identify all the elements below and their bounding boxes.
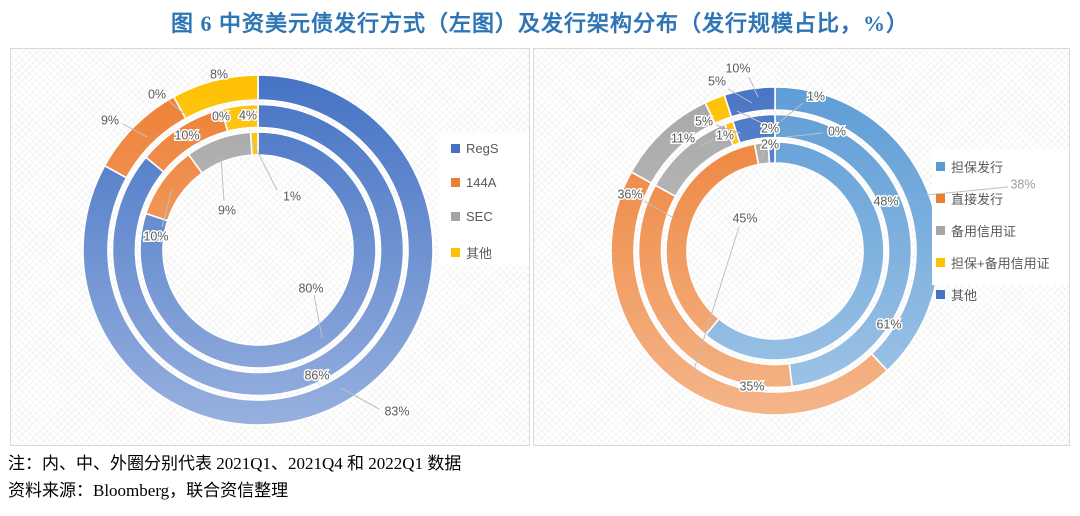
- right-chart-legend: 担保发行 直接发行 备用信用证 担保+备用信用证 其他: [936, 157, 1050, 304]
- data-label-2021Q1-担保发行: 61%: [876, 317, 901, 331]
- legend-label: 直接发行: [951, 192, 1004, 207]
- note-source: 资料来源：Bloomberg，联合资信整理: [8, 481, 289, 500]
- data-label-2021Q4-SEC: 0%: [212, 109, 230, 123]
- label-leader-line: [727, 88, 753, 104]
- label-leader-line: [161, 188, 173, 228]
- data-label-2021Q4-直接发行: 35%: [739, 379, 764, 393]
- data-label-2021Q4-担保+备用信用证: 1%: [716, 128, 734, 142]
- legend-item-guaranteed: 担保发行: [936, 157, 1050, 176]
- data-label-2021Q1-RegS: 80%: [298, 281, 323, 295]
- data-label-2021Q4-其他: 5%: [695, 114, 713, 128]
- data-label-2021Q4-144A: 10%: [174, 128, 199, 142]
- data-label-2021Q1-备用信用证: 2%: [761, 137, 779, 151]
- legend-swatch: [936, 162, 945, 171]
- label-leader-line: [760, 151, 765, 160]
- label-leader-line: [785, 132, 824, 138]
- legend-swatch: [451, 212, 460, 221]
- data-label-2022Q1-担保+备用信用证: 2%: [761, 121, 779, 135]
- data-label-2021Q1-直接发行: 36%: [617, 187, 642, 201]
- data-label-2021Q1-其他: 1%: [807, 89, 825, 103]
- label-leader-line: [340, 387, 380, 410]
- data-label-2021Q1-其他: 1%: [283, 189, 301, 203]
- legend-label: 其他: [951, 288, 978, 303]
- data-label-2021Q4-其他: 4%: [239, 108, 257, 122]
- label-leader-line: [780, 102, 804, 122]
- left-chart-legend: RegS 144A SEC 其他: [451, 141, 499, 262]
- label-leader-line: [122, 123, 148, 138]
- label-leader-line: [168, 100, 184, 114]
- legend-item-regs: RegS: [451, 141, 499, 156]
- donut-segment-2021Q4-RegS: [111, 103, 405, 397]
- legend-label: 备用信用证: [951, 224, 1017, 239]
- donut-segment-2021Q4-其他: [731, 113, 776, 145]
- donut-segment-2021Q1-其他: [249, 131, 259, 157]
- legend-item-direct: 直接发行: [936, 189, 1050, 208]
- data-label-2022Q1-其他: 5%: [708, 74, 726, 88]
- legend-item-other: 其他: [936, 285, 1050, 304]
- label-leader-line: [313, 294, 323, 339]
- legend-item-144a: 144A: [451, 175, 499, 190]
- donut-segment-2021Q4-其他: [220, 103, 259, 133]
- legend-label: 担保发行: [951, 160, 1004, 175]
- data-label-2021Q1-144A: 10%: [143, 229, 168, 243]
- legend-swatch: [451, 144, 460, 153]
- donut-chart-issuance-structure: 61%36%2%0%1%48%35%11% 1%5%38%45%10%2%5%: [610, 60, 1069, 416]
- legend-swatch: [451, 248, 460, 257]
- legend-item-other: 其他: [451, 243, 499, 262]
- legend-label: 担保+备用信用证: [951, 256, 1050, 271]
- data-label-2022Q1-SEC: 0%: [148, 87, 166, 101]
- legend-swatch: [451, 178, 460, 187]
- legend-label: 其他: [466, 246, 493, 261]
- legend-backdrop: [439, 133, 529, 265]
- label-leader-line: [736, 110, 763, 124]
- donut-segment-2021Q1-RegS: [139, 131, 377, 369]
- donut-segment-2022Q1-RegS: [82, 74, 434, 426]
- label-leader-line: [925, 186, 1009, 196]
- label-leader-line: [692, 226, 740, 374]
- legend-item-sblc: 备用信用证: [936, 221, 1050, 240]
- donut-segment-2021Q1-担保发行: [704, 141, 885, 361]
- donut-segment-2022Q1-其他: [172, 74, 259, 120]
- label-leader-line: [643, 200, 673, 218]
- data-label-2021Q1-SEC: 9%: [218, 203, 236, 217]
- data-label-2021Q1-担保+备用信用证: 0%: [828, 124, 846, 138]
- left-chart-panel: 80% 10% 9% 1% 86% 10% 0% 4% 83% 9% 0% 8% RegS 144A …: [10, 48, 530, 446]
- donut-chart-issuance-method: 80% 10% 9% 1% 86% 10% 0% 4% 83% 9% 0% 8%: [82, 66, 529, 426]
- label-leader-line: [251, 140, 278, 191]
- legend-label: SEC: [466, 209, 493, 224]
- data-label-2022Q1-担保发行: 38%: [1010, 177, 1035, 191]
- legend-swatch: [936, 258, 945, 267]
- data-label-2021Q4-担保发行: 48%: [873, 194, 898, 208]
- legend-swatch: [936, 226, 945, 235]
- legend-backdrop: [932, 149, 1069, 285]
- data-label-2022Q1-直接发行: 45%: [732, 211, 757, 225]
- data-label-2022Q1-其他: 8%: [210, 67, 228, 81]
- legend-item-guarantee-plus-sblc: 担保+备用信用证: [936, 253, 1050, 272]
- label-leader-line: [220, 156, 225, 202]
- data-label-2021Q4-备用信用证: 11%: [671, 131, 695, 145]
- label-leader-line: [748, 76, 759, 98]
- data-label-2022Q1-144A: 9%: [101, 113, 119, 127]
- note-ring-definition: 注：内、中、外圈分别代表 2021Q1、2021Q4 和 2022Q1 数据: [8, 454, 462, 473]
- legend-item-sec: SEC: [451, 209, 499, 224]
- legend-swatch: [936, 290, 945, 299]
- legend-label: 144A: [466, 175, 497, 190]
- chart-notes: 注：内、中、外圈分别代表 2021Q1、2021Q4 和 2022Q1 数据 资…: [8, 450, 461, 504]
- figure-title: 图 6 中资美元债发行方式（左图）及发行架构分布（发行规模占比，%）: [170, 11, 909, 36]
- data-label-2022Q1-备用信用证: 10%: [725, 61, 750, 75]
- legend-swatch: [936, 194, 945, 203]
- label-leader-line: [700, 138, 715, 147]
- data-label-2022Q1-RegS: 83%: [384, 404, 409, 418]
- right-chart-panel: 61% 36% 2% 0% 1% 48% 35% 11% 1% 5% 38% 45% 10% 2% 5% 担…: [533, 48, 1070, 446]
- data-label-2021Q4-RegS: 86%: [304, 368, 329, 382]
- label-leader-line: [715, 124, 741, 134]
- legend-label: RegS: [466, 141, 499, 156]
- donut-segment-2021Q1-其他: [767, 141, 776, 165]
